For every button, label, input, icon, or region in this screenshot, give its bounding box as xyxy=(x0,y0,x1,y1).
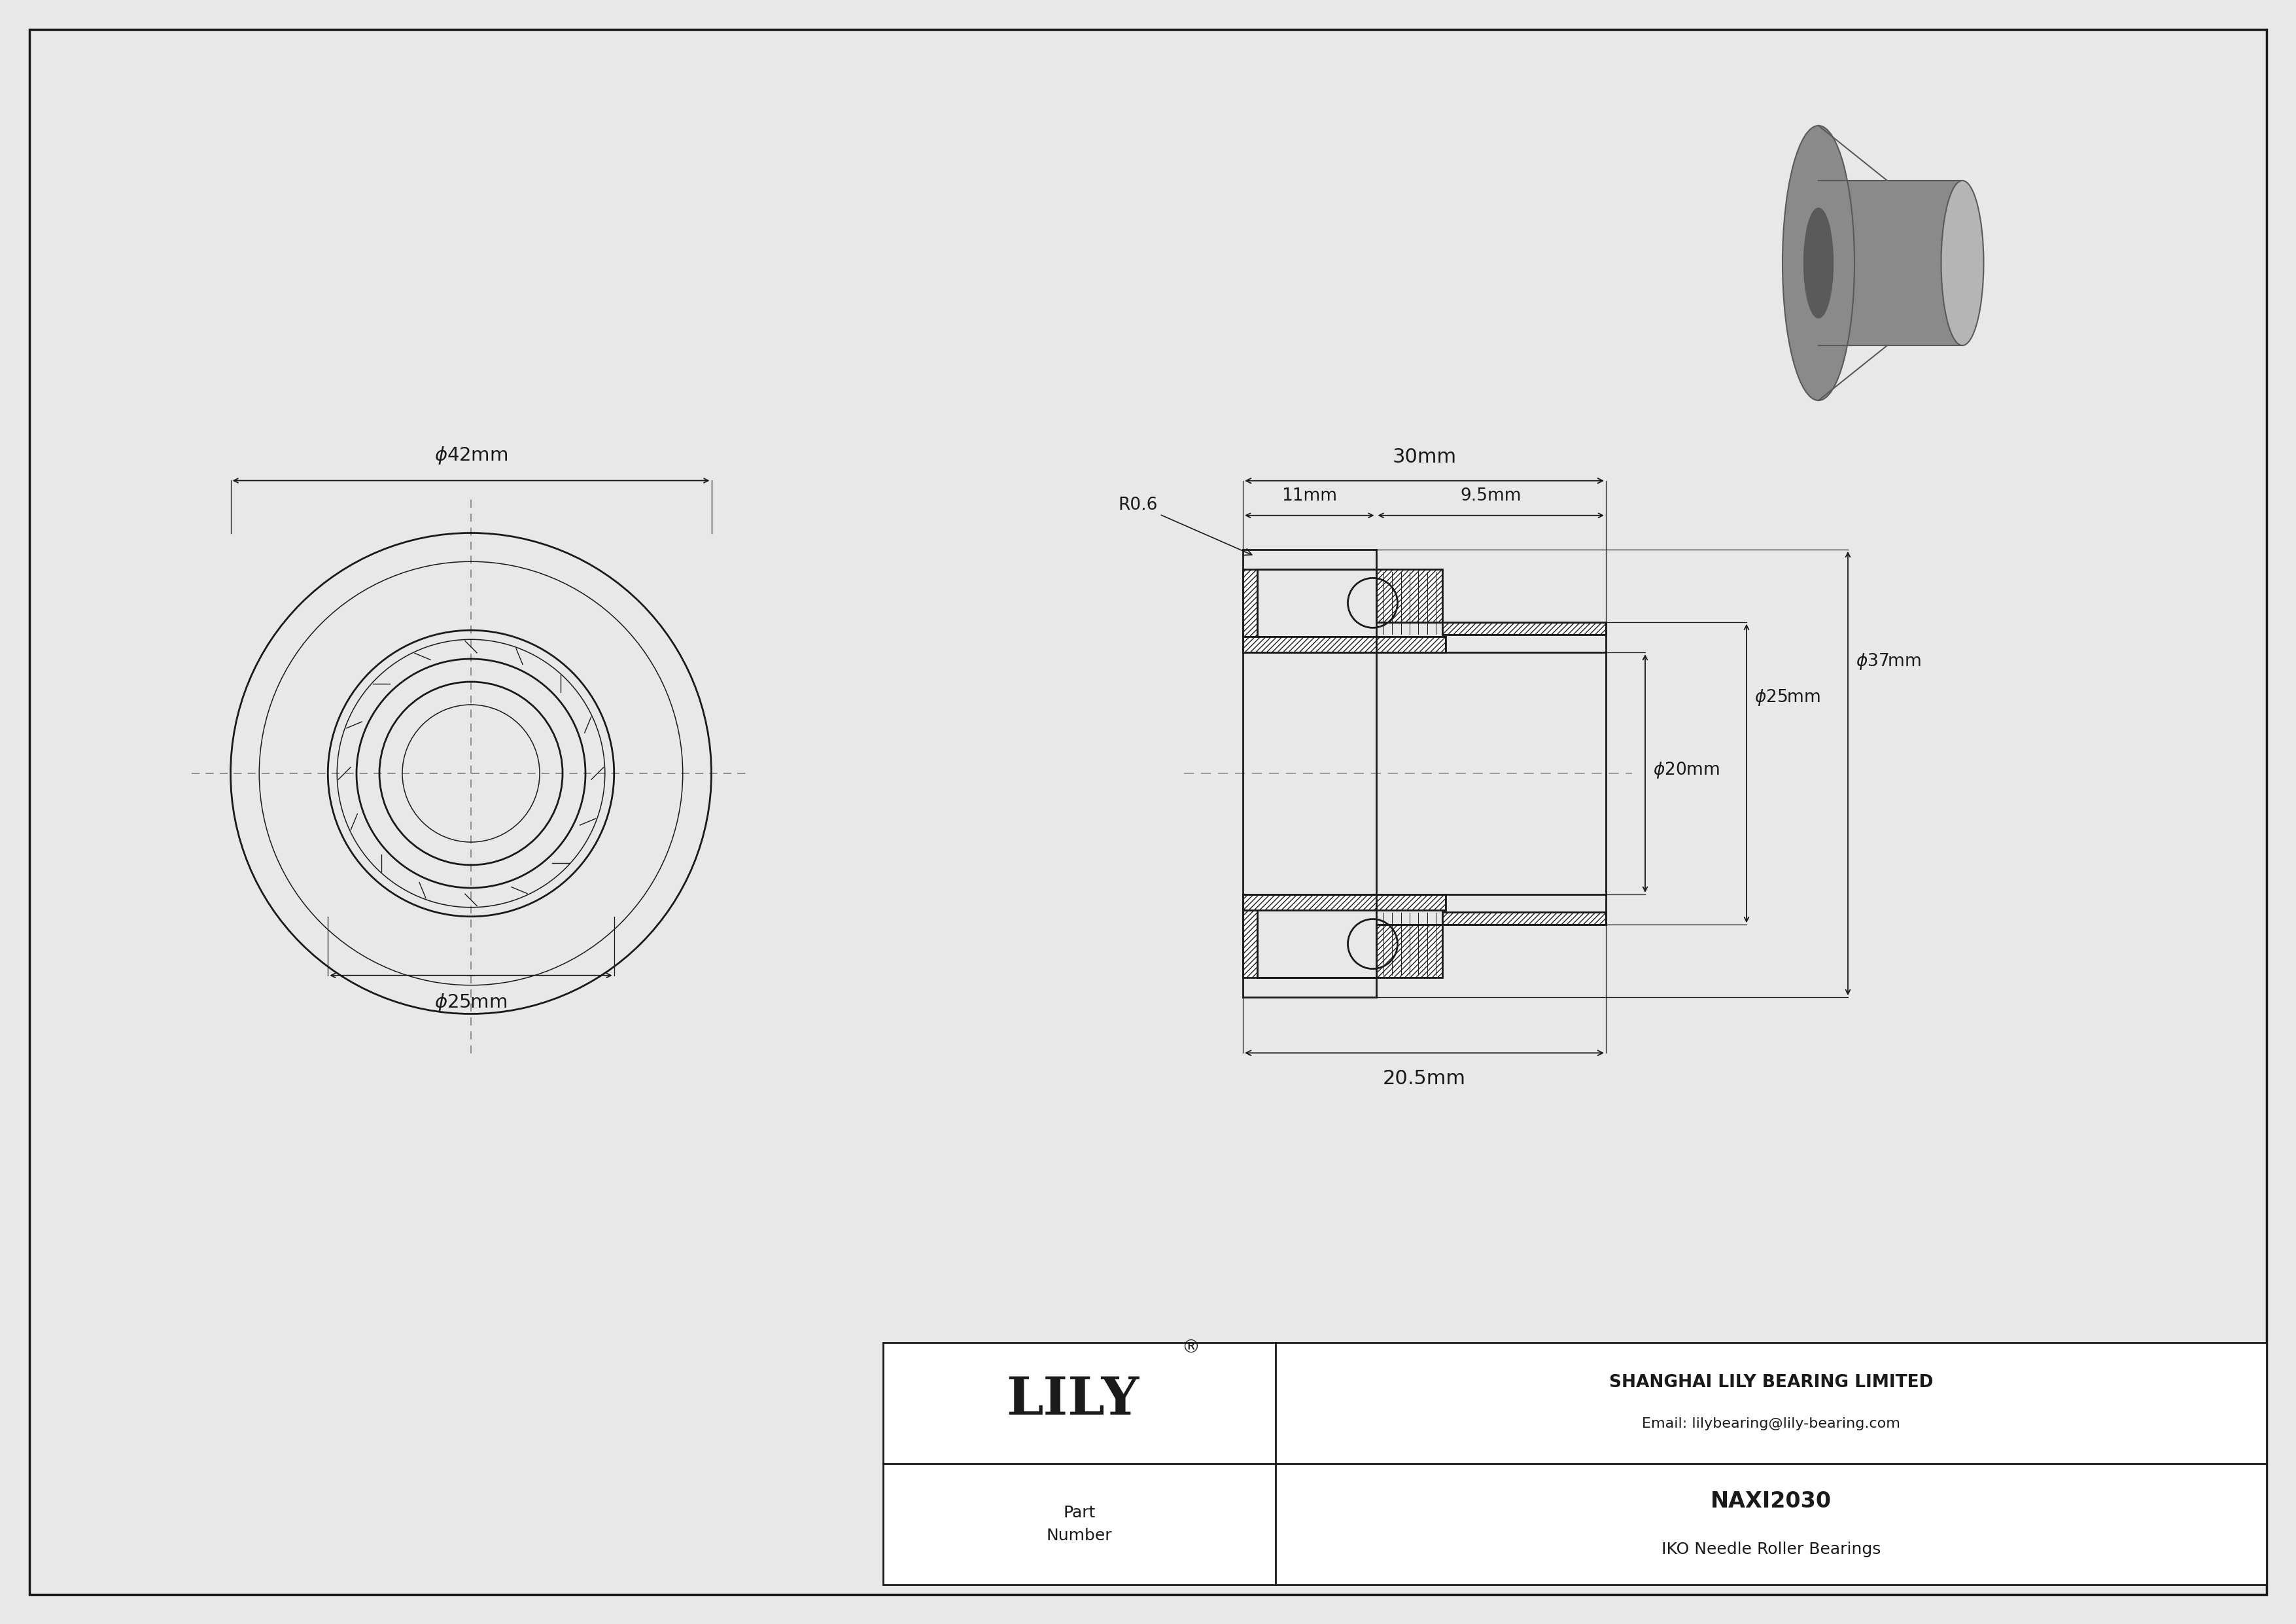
Text: $\phi$37mm: $\phi$37mm xyxy=(1855,651,1922,671)
Text: $\phi$20mm: $\phi$20mm xyxy=(1653,760,1720,780)
Text: $\phi$25mm: $\phi$25mm xyxy=(434,992,507,1013)
Text: ®: ® xyxy=(1182,1338,1199,1356)
Text: 9.5mm: 9.5mm xyxy=(1460,487,1522,505)
Polygon shape xyxy=(1242,637,1446,653)
Text: SHANGHAI LILY BEARING LIMITED: SHANGHAI LILY BEARING LIMITED xyxy=(1609,1374,1933,1390)
Ellipse shape xyxy=(1782,125,1855,401)
Text: LILY: LILY xyxy=(1006,1374,1139,1426)
Ellipse shape xyxy=(1940,180,1984,346)
Text: R0.6: R0.6 xyxy=(1118,497,1251,555)
Text: Email: lilybearing@lily-bearing.com: Email: lilybearing@lily-bearing.com xyxy=(1642,1418,1901,1431)
Ellipse shape xyxy=(1805,208,1832,318)
Text: $\phi$25mm: $\phi$25mm xyxy=(1754,689,1821,708)
Polygon shape xyxy=(1258,913,1605,978)
Text: NAXI2030: NAXI2030 xyxy=(1711,1491,1832,1512)
Text: 11mm: 11mm xyxy=(1281,487,1336,505)
Polygon shape xyxy=(1258,568,1605,635)
Text: 30mm: 30mm xyxy=(1391,447,1456,466)
Text: $\phi$42mm: $\phi$42mm xyxy=(434,445,507,466)
Text: 20.5mm: 20.5mm xyxy=(1382,1069,1465,1088)
Text: Part
Number: Part Number xyxy=(1047,1505,1111,1544)
Text: IKO Needle Roller Bearings: IKO Needle Roller Bearings xyxy=(1662,1541,1880,1557)
Bar xyxy=(884,1343,2266,1585)
Bar xyxy=(1818,180,1963,346)
Polygon shape xyxy=(1242,895,1446,909)
Polygon shape xyxy=(1242,909,1258,978)
Polygon shape xyxy=(1242,568,1258,637)
